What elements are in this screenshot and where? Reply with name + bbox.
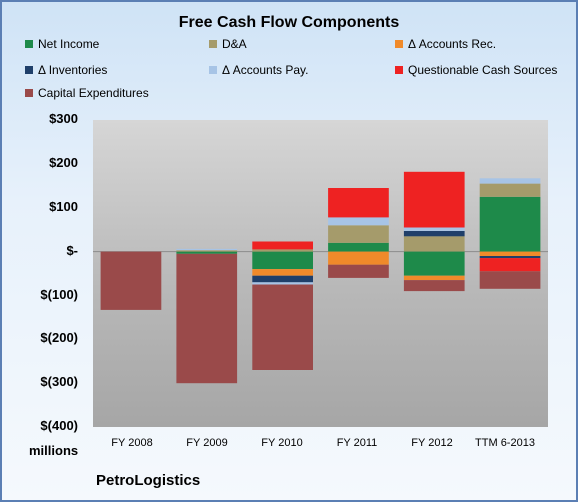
legend-swatch — [395, 66, 403, 74]
bar-segment — [252, 251, 313, 270]
bar-segment — [479, 178, 541, 184]
bar-segment — [403, 231, 465, 237]
legend-label: Questionable Cash Sources — [408, 63, 558, 77]
x-tick-label: FY 2010 — [261, 437, 303, 449]
x-tick-label: FY 2009 — [186, 437, 228, 449]
legend-label: D&A — [222, 37, 247, 51]
bar-segment — [403, 236, 465, 252]
bar-segment — [328, 264, 389, 278]
legend-swatch — [209, 40, 217, 48]
bar-segment — [403, 171, 465, 228]
bar-segment — [252, 282, 313, 285]
legend-swatch — [25, 89, 33, 97]
bar-segment — [479, 251, 541, 256]
bar-segment — [176, 253, 238, 384]
legend-label: Δ Accounts Pay. — [222, 63, 309, 77]
bar-segment — [479, 271, 541, 289]
x-tick-label: FY 2008 — [111, 437, 153, 449]
x-tick-label: FY 2011 — [336, 437, 378, 449]
y-tick-label: $(400) — [40, 418, 78, 433]
chart-title: Free Cash Flow Components — [178, 14, 400, 31]
bar-segment — [479, 256, 541, 259]
y-tick-label: $100 — [49, 199, 78, 214]
bar-segment — [328, 251, 389, 265]
bar-segment — [252, 269, 313, 276]
y-tick-label: $(100) — [40, 287, 78, 302]
plot-area — [93, 120, 548, 427]
bar-segment — [328, 242, 389, 252]
legend-swatch — [395, 40, 403, 48]
bar-segment — [328, 188, 389, 218]
legend-item-capex: Capital Expenditures — [25, 86, 149, 100]
legend-label: Capital Expenditures — [38, 86, 149, 100]
legend-item-questionable-cash: Questionable Cash Sources — [395, 63, 557, 77]
legend-label: Δ Inventories — [38, 63, 108, 77]
bar-segment — [328, 225, 389, 243]
bar-segment — [100, 251, 162, 310]
legend-item-accounts-pay: Δ Accounts Pay. — [209, 63, 309, 77]
legend-label: Net Income — [38, 37, 100, 51]
bar-segment — [403, 251, 465, 276]
bar-segment — [176, 248, 238, 251]
legend-swatch — [25, 66, 33, 74]
bar-segment — [403, 280, 465, 292]
bar-segment — [252, 275, 313, 283]
legend-item-accounts-rec: Δ Accounts Rec. — [395, 37, 496, 51]
bar-segment — [479, 258, 541, 272]
bar-segment — [479, 196, 541, 252]
y-tick-label: $200 — [49, 155, 78, 170]
company-name: PetroLogistics — [96, 472, 201, 489]
bar-segment — [403, 227, 465, 231]
legend-item-net-income: Net Income — [25, 37, 99, 51]
bar-segment — [252, 241, 313, 250]
legend-label: Δ Accounts Rec. — [408, 37, 497, 51]
legend-swatch — [209, 66, 217, 74]
legend-swatch — [25, 40, 33, 48]
y-tick-label: $300 — [49, 111, 78, 126]
bar-segment — [176, 251, 238, 254]
x-tick-label: TTM 6-2013 — [475, 437, 535, 449]
y-tick-label: $- — [66, 243, 78, 258]
legend-item-inventories: Δ Inventories — [25, 63, 107, 77]
bar-segment — [252, 284, 313, 370]
units-label: millions — [29, 443, 79, 458]
bar-segment — [176, 250, 238, 252]
x-tick-label: FY 2012 — [411, 437, 453, 449]
legend-item-da: D&A — [209, 37, 247, 51]
y-tick-label: $(300) — [40, 374, 78, 389]
bar-segment — [328, 217, 389, 226]
bar-segment — [403, 275, 465, 281]
bar-segment — [479, 183, 541, 197]
y-tick-label: $(200) — [40, 330, 78, 345]
bar-segment — [252, 249, 313, 252]
